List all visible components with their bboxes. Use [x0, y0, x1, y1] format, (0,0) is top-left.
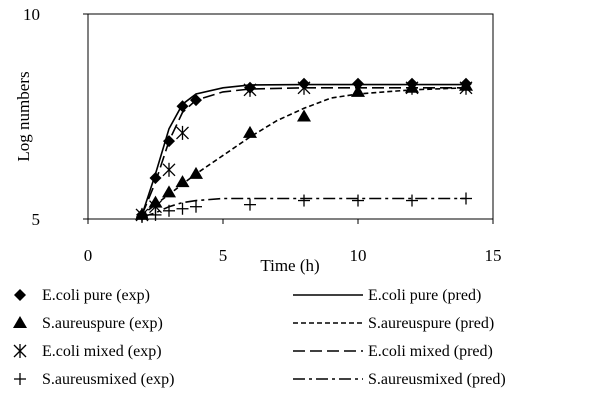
x-tick-label: 15	[485, 246, 502, 265]
x-tick-label: 10	[350, 246, 367, 265]
legend-label: S.aureuspure (pred)	[368, 315, 494, 332]
data-point	[175, 175, 190, 188]
data-point	[243, 125, 257, 138]
series-3	[141, 87, 467, 216]
data-point	[352, 77, 364, 90]
plot-area	[135, 77, 473, 223]
legend-item-5: E.coli mixed (pred)	[293, 343, 493, 360]
legend-label: E.coli pure (exp)	[42, 287, 150, 304]
series-1	[141, 83, 466, 216]
series-line	[141, 87, 466, 216]
x-axis-title: Time (h)	[260, 256, 319, 275]
series-6	[136, 192, 472, 223]
x-tick-label: 0	[84, 246, 93, 265]
y-tick-label: 10	[23, 5, 40, 24]
legend-label: S.aureusmixed (exp)	[42, 371, 174, 388]
series-5	[141, 87, 466, 216]
data-point	[243, 82, 257, 97]
data-point	[297, 80, 311, 95]
legend-item-1: E.coli pure (pred)	[293, 287, 481, 304]
legend-item-7: S.aureusmixed (pred)	[293, 371, 506, 388]
data-point	[406, 194, 418, 207]
legend-marker	[14, 373, 26, 385]
data-point	[162, 162, 176, 177]
legend-label: S.aureusmixed (pred)	[368, 371, 506, 388]
data-point	[190, 200, 202, 213]
data-point	[297, 109, 311, 122]
plot-frame	[87, 13, 494, 220]
data-point	[162, 185, 176, 198]
legend-item-3: S.aureuspure (pred)	[293, 315, 494, 332]
legend-item-6: S.aureusmixed (exp)	[14, 371, 174, 388]
series-line	[141, 87, 467, 216]
legend: E.coli pure (exp) E.coli pure (pred) S.aur…	[13, 287, 506, 388]
data-point	[189, 166, 203, 179]
legend-marker	[13, 316, 27, 328]
legend-label: E.coli pure (pred)	[368, 287, 481, 304]
series-7	[141, 197, 466, 218]
data-point	[244, 198, 256, 211]
y-axis-title: Log numbers	[14, 71, 33, 161]
data-point	[352, 194, 364, 207]
y-tick-label: 5	[32, 210, 41, 229]
series-line	[141, 197, 466, 218]
x-tick-label: 5	[219, 246, 228, 265]
legend-label: E.coli mixed (exp)	[42, 343, 162, 360]
legend-marker	[14, 289, 26, 301]
legend-marker	[13, 344, 27, 358]
legend-item-0: E.coli pure (exp)	[14, 287, 150, 304]
series-line	[141, 83, 466, 216]
legend-item-4: E.coli mixed (exp)	[13, 343, 162, 360]
axes: 0 5 10 15 5 10 Time (h) Log numbers	[14, 5, 502, 275]
data-point	[176, 202, 189, 215]
data-point	[176, 125, 189, 140]
data-point	[298, 194, 310, 207]
data-point	[351, 84, 365, 97]
legend-label: S.aureuspure (exp)	[42, 315, 163, 332]
legend-item-2: S.aureuspure (exp)	[13, 315, 163, 332]
legend-label: E.coli mixed (pred)	[368, 343, 493, 360]
